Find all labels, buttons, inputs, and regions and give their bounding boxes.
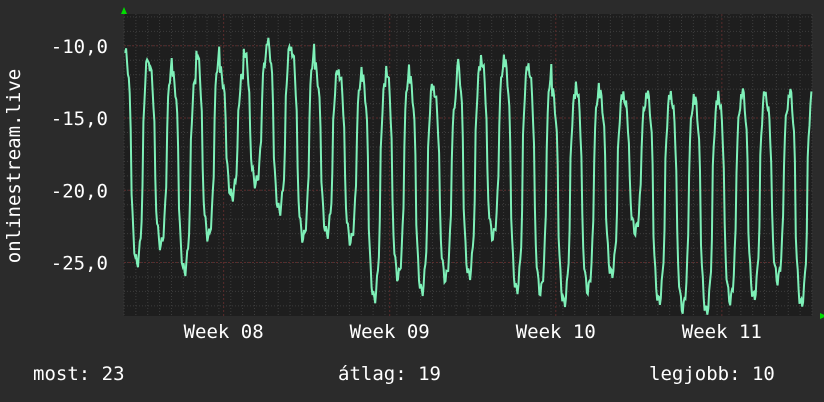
series-line bbox=[124, 37, 813, 315]
x-axis-ticks: Week 08 Week 09 Week 10 Week 11 bbox=[184, 321, 762, 343]
y-tick-label: -25,0 bbox=[51, 253, 108, 275]
y-tick-label: -10,0 bbox=[51, 36, 108, 58]
x-tick-label: Week 11 bbox=[682, 321, 762, 343]
x-axis-arrow bbox=[820, 313, 824, 319]
stat-average: átlag: 19 bbox=[338, 363, 441, 385]
x-tick-label: Week 10 bbox=[516, 321, 596, 343]
x-tick-label: Week 08 bbox=[184, 321, 264, 343]
y-axis-label: onlinestream.live bbox=[3, 69, 25, 263]
y-tick-label: -20,0 bbox=[51, 180, 108, 202]
stat-current: most: 23 bbox=[33, 363, 125, 385]
stat-best: legjobb: 10 bbox=[649, 363, 775, 385]
y-tick-label: -15,0 bbox=[51, 108, 108, 130]
x-tick-label: Week 09 bbox=[350, 321, 430, 343]
y-axis-arrow bbox=[121, 7, 127, 14]
y-axis-ticks: -10,0 -15,0 -20,0 -25,0 bbox=[51, 36, 108, 275]
